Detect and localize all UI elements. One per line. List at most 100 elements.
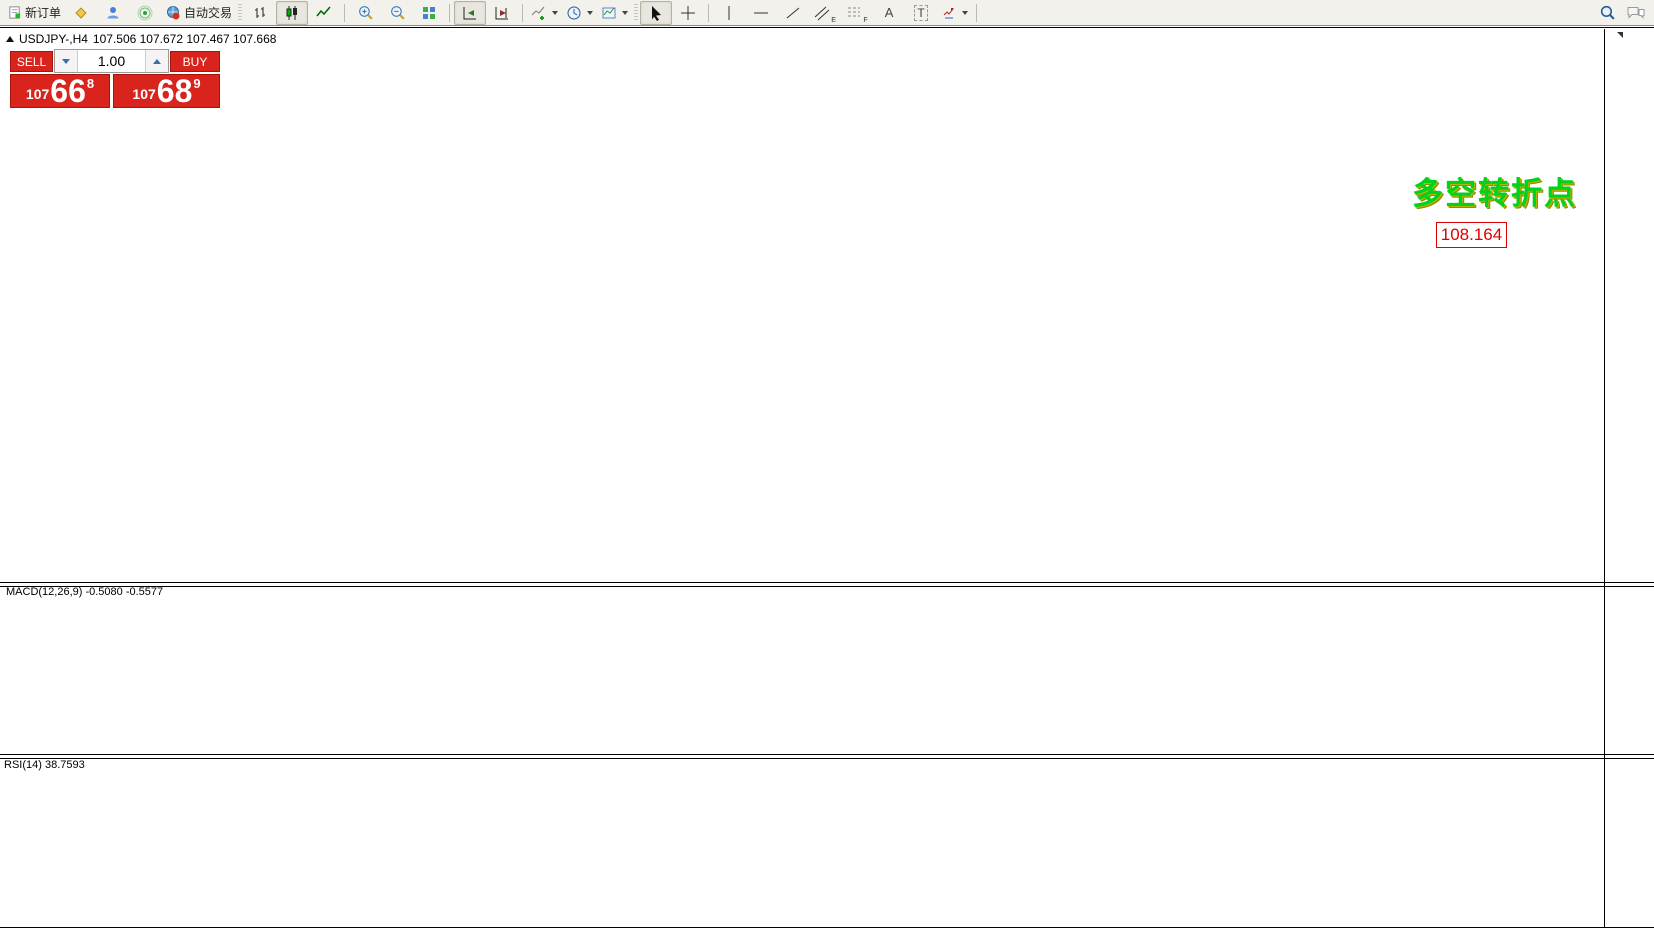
sell-price-button[interactable]: 107 66 8 bbox=[10, 74, 110, 108]
new-order-label: 新订单 bbox=[25, 6, 62, 20]
zoom-in-icon bbox=[358, 6, 373, 20]
fibo-sub-glyph: F bbox=[863, 16, 868, 24]
trendline-button[interactable] bbox=[777, 1, 809, 25]
buy-price-main: 68 bbox=[156, 73, 193, 109]
sell-price-main: 66 bbox=[50, 73, 86, 109]
new-order-icon bbox=[9, 6, 21, 19]
channel-sub-glyph: E bbox=[831, 16, 836, 24]
auto-scroll-icon bbox=[463, 6, 477, 19]
dropdown-caret-icon bbox=[552, 10, 559, 15]
toolbar-separator bbox=[344, 3, 346, 22]
chart-shift-button[interactable] bbox=[486, 1, 518, 25]
buy-button[interactable]: BUY bbox=[170, 51, 220, 72]
volume-stepper: 1.00 bbox=[54, 49, 169, 73]
crosshair-button[interactable] bbox=[672, 1, 704, 25]
chat-icon[interactable] bbox=[1626, 4, 1646, 21]
community-button[interactable] bbox=[65, 1, 97, 25]
panel-collapse-icon[interactable] bbox=[6, 36, 14, 42]
zoom-in-button[interactable] bbox=[349, 1, 381, 25]
toolbar-separator bbox=[708, 3, 710, 22]
chart-title: USDJPY-,H4 107.506 107.672 107.467 107.6… bbox=[6, 32, 276, 46]
toolbar-divider bbox=[238, 3, 243, 22]
turning-point-annotation[interactable]: 多空转折点 bbox=[1412, 176, 1577, 211]
candles-icon bbox=[286, 5, 298, 20]
pane-separator-rsi[interactable] bbox=[0, 754, 1654, 759]
time-axis-line bbox=[0, 927, 1654, 928]
sell-button[interactable]: SELL bbox=[10, 51, 53, 72]
fibonacci-button[interactable]: F bbox=[841, 1, 873, 25]
toolbar-separator bbox=[449, 3, 451, 22]
chart-canvas[interactable] bbox=[0, 28, 1654, 948]
buy-price-pip: 9 bbox=[193, 76, 201, 91]
zoom-out-icon bbox=[390, 6, 405, 20]
dropdown-caret-icon bbox=[622, 10, 629, 15]
bar-chart-button[interactable] bbox=[244, 1, 276, 25]
equidistant-channel-icon bbox=[814, 6, 830, 20]
auto-scroll-button[interactable] bbox=[454, 0, 487, 25]
chart-window[interactable]: USDJPY-,H4 107.506 107.672 107.467 107.6… bbox=[0, 27, 1654, 948]
line-chart-button[interactable] bbox=[308, 1, 340, 25]
volume-decrease-button[interactable] bbox=[55, 50, 78, 72]
profile-button[interactable] bbox=[97, 1, 129, 25]
channel-button[interactable]: E bbox=[809, 1, 841, 25]
price-box-annotation[interactable]: 108.164 bbox=[1436, 222, 1507, 248]
autotrading-button[interactable]: 自动交易 bbox=[161, 1, 236, 25]
text-tool-button[interactable]: A bbox=[873, 1, 905, 25]
ohlc-values: 107.506 107.672 107.467 107.668 bbox=[92, 32, 277, 46]
arrows-tool-button[interactable] bbox=[937, 1, 972, 25]
text-tool-icon: A bbox=[884, 5, 894, 20]
signals-icon bbox=[137, 5, 153, 20]
autotrading-label: 自动交易 bbox=[184, 6, 233, 20]
price-axis-line bbox=[1604, 29, 1605, 927]
label-tool-icon: T bbox=[914, 4, 928, 21]
pane-separator-macd[interactable] bbox=[0, 582, 1654, 587]
templates-button[interactable] bbox=[597, 1, 632, 25]
toolbar-separator bbox=[522, 3, 524, 22]
dropdown-caret-icon bbox=[962, 10, 969, 15]
horizontal-line-button[interactable] bbox=[745, 1, 777, 25]
toolbar-divider bbox=[634, 3, 639, 22]
arrows-tool-icon bbox=[943, 7, 955, 18]
sell-price-prefix: 107 bbox=[25, 86, 50, 102]
trendline-icon bbox=[786, 7, 800, 18]
fibonacci-icon bbox=[848, 7, 861, 16]
toolbar: 新订单 自动交易 bbox=[0, 0, 1654, 26]
horizontal-line-icon bbox=[754, 12, 769, 13]
chart-shift-icon bbox=[495, 6, 509, 19]
signals-button[interactable] bbox=[129, 1, 161, 25]
macd-label: MACD(12,26,9) -0.5080 -0.5577 bbox=[6, 586, 164, 598]
buy-price-prefix: 107 bbox=[132, 86, 156, 102]
vertical-line-icon bbox=[728, 5, 730, 20]
spinner-up-icon bbox=[153, 58, 161, 64]
tile-windows-icon bbox=[423, 6, 436, 19]
zoom-out-button[interactable] bbox=[381, 1, 413, 25]
vertical-line-button[interactable] bbox=[713, 1, 745, 25]
community-icon bbox=[75, 6, 87, 19]
one-click-trading-panel: SELL 1.00 BUY 107 66 8 107 68 9 bbox=[10, 49, 220, 108]
tile-windows-button[interactable] bbox=[413, 1, 445, 25]
label-tool-button[interactable]: T bbox=[905, 1, 937, 25]
candlestick-chart-button[interactable] bbox=[276, 0, 309, 25]
volume-increase-button[interactable] bbox=[145, 50, 168, 72]
rsi-label: RSI(14) 38.7593 bbox=[4, 759, 85, 771]
symbol-period-label: USDJPY-,H4 bbox=[19, 32, 88, 46]
periods-clock-icon bbox=[567, 6, 581, 19]
autotrading-icon bbox=[167, 5, 180, 19]
search-icon[interactable] bbox=[1599, 4, 1616, 21]
crosshair-icon bbox=[681, 5, 696, 20]
bars-icon bbox=[255, 6, 266, 18]
indicators-button[interactable] bbox=[527, 1, 562, 25]
periods-button[interactable] bbox=[562, 1, 597, 25]
templates-icon bbox=[602, 7, 616, 18]
sell-price-pip: 8 bbox=[86, 76, 95, 91]
scroll-to-end-marker[interactable] bbox=[1617, 32, 1623, 38]
toolbar-separator bbox=[976, 3, 978, 22]
new-order-button[interactable]: 新订单 bbox=[3, 1, 65, 25]
buy-price-button[interactable]: 107 68 9 bbox=[113, 74, 220, 108]
cursor-icon bbox=[652, 5, 662, 21]
line-chart-icon bbox=[316, 6, 331, 16]
dropdown-caret-icon bbox=[587, 10, 594, 15]
volume-value[interactable]: 1.00 bbox=[97, 53, 126, 69]
cursor-button[interactable] bbox=[640, 0, 673, 25]
